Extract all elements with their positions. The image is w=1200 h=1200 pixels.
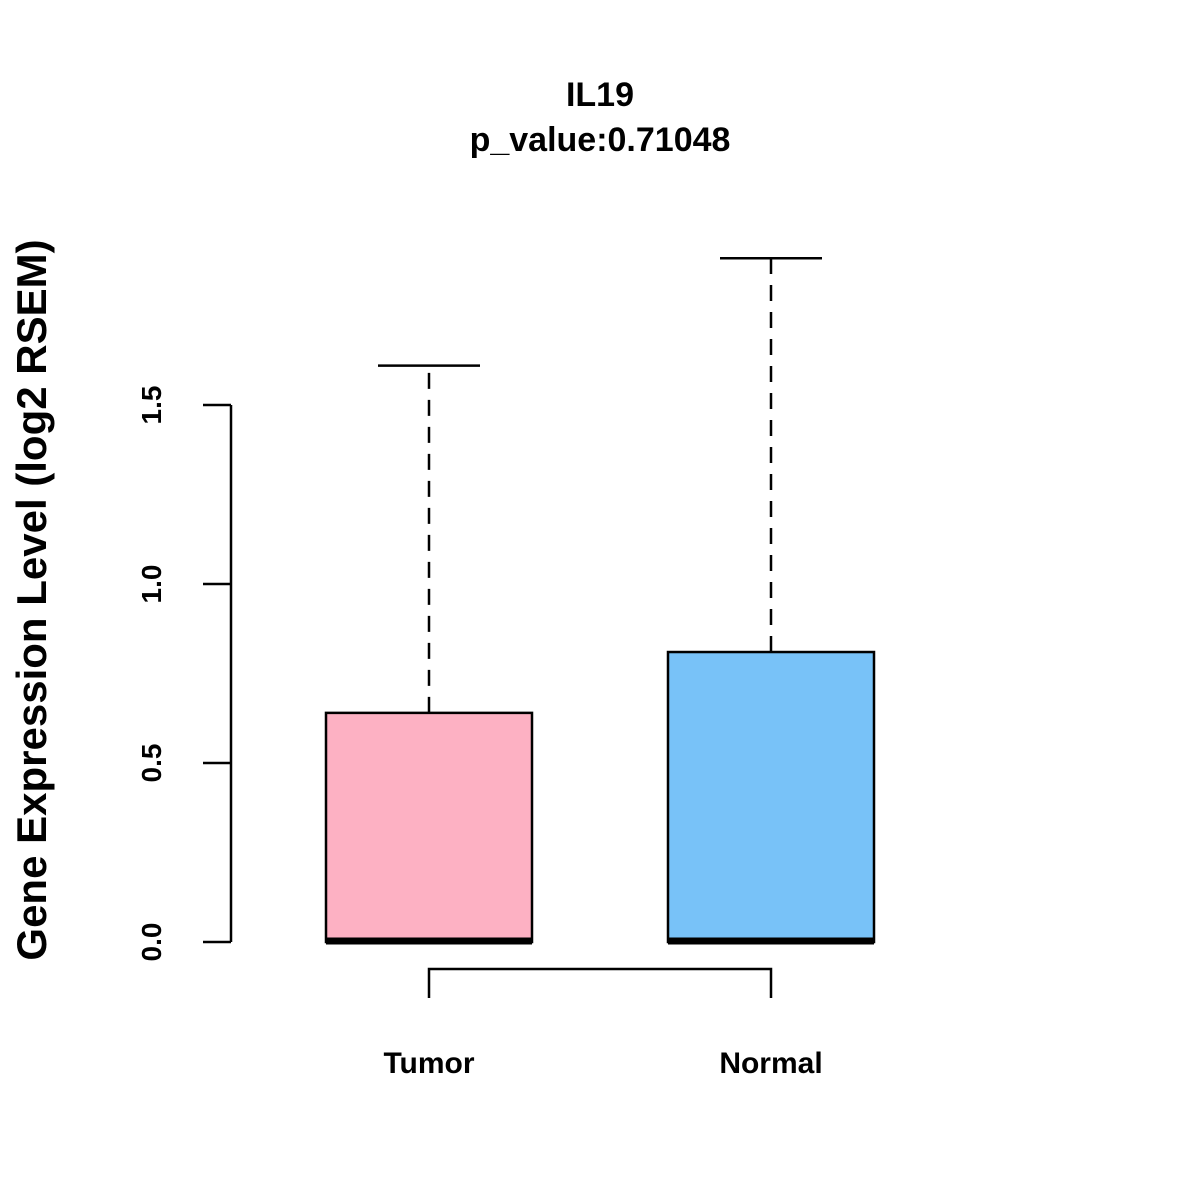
category-label: Tumor (383, 1047, 474, 1080)
y-tick-label: 1.5 (136, 386, 167, 425)
y-tick-label: 1.0 (136, 565, 167, 604)
chart-subtitle: p_value:0.71048 (470, 121, 731, 159)
boxes-layer (324, 256, 876, 945)
y-axis: 0.0 0.5 1.0 1.5 (136, 386, 233, 962)
box-group-normal (666, 256, 876, 945)
box (666, 650, 876, 944)
category-labels: Tumor Normal (383, 1047, 822, 1080)
category-label: Normal (719, 1047, 822, 1080)
y-tick-label: 0.0 (136, 923, 167, 962)
bracket-line (427, 967, 773, 998)
y-tick-label: 0.5 (136, 744, 167, 783)
y-axis-label: Gene Expression Level (log2 RSEM) (8, 239, 55, 960)
chart-title: IL19 (566, 76, 634, 114)
box (324, 711, 534, 944)
box-group-tumor (324, 364, 534, 945)
comparison-bracket (427, 967, 773, 998)
